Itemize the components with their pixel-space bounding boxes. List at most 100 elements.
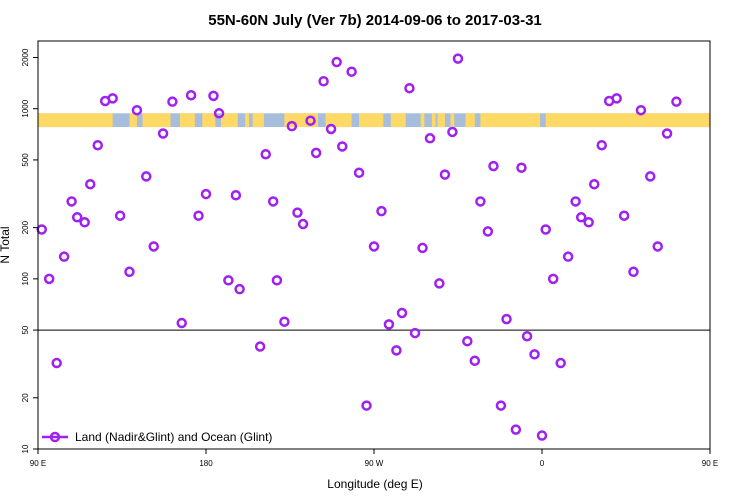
- data-point: [310, 147, 322, 159]
- data-point: [148, 241, 159, 252]
- data-point: [79, 217, 90, 228]
- data-point: [529, 349, 540, 360]
- legend: Land (Nadir&Glint) and Ocean (Glint): [42, 430, 272, 444]
- data-point: [547, 273, 559, 285]
- land-band-segment: [437, 113, 445, 128]
- legend-label: Land (Nadir&Glint) and Ocean (Glint): [75, 430, 272, 444]
- data-point: [536, 430, 548, 441]
- data-point: [124, 266, 135, 278]
- data-point: [230, 190, 242, 201]
- y-tick-label: 20: [21, 393, 30, 402]
- land-band-segment: [420, 113, 425, 128]
- data-point: [611, 93, 622, 104]
- data-point: [353, 167, 365, 179]
- data-point: [36, 224, 47, 235]
- land-band-segment: [129, 113, 137, 128]
- x-tick-label: 180: [199, 459, 213, 468]
- data-point: [475, 196, 486, 207]
- data-point: [337, 141, 348, 152]
- data-point: [292, 207, 303, 218]
- data-point: [469, 355, 481, 367]
- data-point: [176, 317, 187, 329]
- data-point: [501, 313, 512, 325]
- data-point: [368, 241, 380, 252]
- data-point: [331, 56, 342, 68]
- land-band-segment: [480, 113, 541, 128]
- data-point: [562, 251, 574, 262]
- data-point: [66, 196, 77, 207]
- x-tick-label: 90 E: [702, 459, 718, 468]
- data-point: [58, 251, 70, 262]
- data-point: [114, 210, 126, 221]
- data-point: [43, 273, 55, 285]
- data-point: [652, 241, 663, 252]
- data-point: [376, 205, 387, 217]
- y-tick-label: 200: [21, 220, 30, 234]
- data-point: [635, 104, 647, 116]
- land-band-segment: [202, 113, 216, 128]
- data-point: [85, 178, 96, 190]
- land-band-segment: [245, 113, 249, 128]
- y-tick-label: 100: [21, 272, 30, 286]
- land-band-segment: [179, 113, 195, 128]
- data-point: [383, 319, 395, 330]
- plot-frame: [37, 40, 711, 450]
- data-point: [583, 217, 594, 228]
- data-point: [208, 90, 219, 102]
- data-point: [596, 139, 607, 151]
- y-tick-label: 500: [21, 153, 30, 167]
- data-point: [391, 345, 402, 356]
- data-point: [439, 169, 451, 180]
- data-point: [404, 82, 415, 94]
- data-point: [575, 212, 587, 223]
- data-point: [51, 357, 62, 369]
- data-point: [254, 341, 266, 352]
- land-band-segment: [450, 113, 455, 128]
- data-point: [661, 128, 673, 139]
- land-band-segment: [359, 113, 384, 128]
- data-point: [71, 212, 83, 223]
- data-point: [346, 66, 357, 77]
- land-band-segment: [390, 113, 406, 128]
- data-point: [424, 133, 436, 144]
- land-band-segment: [545, 113, 710, 128]
- x-tick-label: 0: [540, 459, 545, 468]
- data-point: [396, 307, 408, 319]
- data-point: [361, 400, 372, 411]
- data-point: [107, 93, 118, 104]
- data-point: [618, 210, 630, 221]
- data-point: [305, 115, 316, 126]
- data-point: [297, 218, 309, 230]
- data-point: [267, 196, 279, 207]
- land-band-segment: [220, 113, 238, 128]
- data-point: [286, 120, 298, 132]
- data-point: [482, 226, 494, 237]
- data-points: [36, 53, 682, 441]
- y-tick-label: 10: [21, 444, 30, 453]
- data-point: [271, 275, 283, 286]
- y-axis-ticks: 10 20 50 100 200 500 1000 2000: [21, 48, 38, 453]
- y-tick-label: 2000: [21, 48, 30, 66]
- x-axis-label: Longitude (deg E): [327, 477, 422, 491]
- data-point: [495, 400, 507, 411]
- data-point: [279, 316, 290, 327]
- data-point: [417, 242, 428, 254]
- land-band-segment: [325, 113, 352, 128]
- data-point: [510, 424, 522, 435]
- data-point: [628, 266, 639, 278]
- data-point: [325, 123, 337, 135]
- x-tick-label: 90 W: [365, 459, 384, 468]
- data-point: [452, 53, 464, 64]
- land-band-segment: [465, 113, 475, 128]
- x-axis-ticks: 90 E 180 90 W 0 90 E: [30, 449, 718, 468]
- data-point: [141, 171, 152, 182]
- data-point: [462, 335, 473, 347]
- data-point: [92, 139, 103, 151]
- data-point: [193, 210, 204, 221]
- data-point: [167, 96, 178, 107]
- x-tick-label: 90 E: [30, 459, 46, 468]
- data-point: [516, 162, 527, 173]
- data-point: [434, 278, 445, 289]
- data-point: [488, 160, 499, 172]
- data-point: [213, 108, 225, 119]
